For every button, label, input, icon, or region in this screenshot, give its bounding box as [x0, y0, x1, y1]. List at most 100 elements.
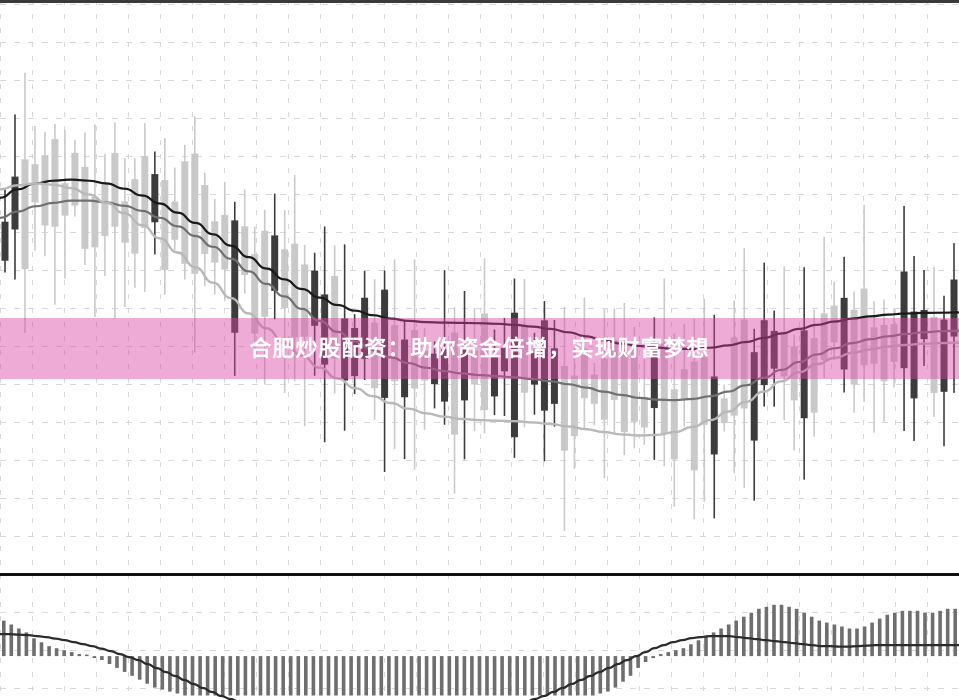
macd-histogram-bar [885, 614, 890, 657]
macd-histogram-bar [560, 656, 565, 696]
candle-body [910, 311, 918, 399]
macd-histogram-bar [809, 616, 814, 657]
macd-histogram-bar [938, 610, 942, 657]
macd-histogram-bar [772, 604, 776, 656]
macd-histogram-bar [77, 654, 82, 657]
candle-body [770, 330, 778, 369]
macd-histogram-bar [24, 632, 29, 656]
candle-body [81, 166, 89, 249]
candle-body [700, 356, 708, 425]
macd-histogram-bar [749, 612, 754, 657]
candle-body [640, 396, 648, 428]
candle-body [940, 319, 948, 392]
macd-histogram-bar [190, 656, 195, 696]
macd-histogram-bar [2, 620, 6, 657]
candle-body [480, 313, 488, 411]
macd-histogram-bar [689, 644, 693, 657]
candle-body [650, 342, 658, 409]
macd-histogram-bar [832, 624, 837, 656]
candle-body [61, 183, 69, 216]
candle-body [321, 294, 329, 365]
macd-histogram-bar [538, 656, 542, 696]
macd-histogram-bar [349, 656, 353, 696]
macd-histogram-bar [583, 656, 587, 696]
macd-histogram-bar [145, 656, 149, 684]
macd-histogram-bar [621, 656, 625, 682]
macd-histogram-bar [643, 656, 648, 662]
panel-divider-line [0, 573, 959, 576]
macd-histogram-bar [39, 642, 44, 657]
candle-body [441, 349, 449, 402]
candle-body [171, 201, 179, 240]
macd-indicator [0, 604, 959, 700]
macd-histogram-bar [893, 612, 897, 657]
macd-histogram-bar [507, 656, 512, 696]
macd-histogram-bar [455, 656, 459, 696]
top-border-bar [0, 0, 959, 3]
candle-body [540, 320, 548, 411]
macd-histogram-bar [304, 656, 308, 696]
candle-body [471, 350, 479, 385]
candle-body [780, 331, 788, 377]
candle-body [301, 264, 309, 337]
macd-histogram-bar [908, 610, 912, 657]
macd-histogram-bar [651, 656, 655, 659]
macd-histogram-bar [523, 656, 527, 696]
macd-histogram-bar [258, 656, 263, 696]
macd-histogram-bar [9, 624, 14, 656]
candle-body [840, 297, 848, 370]
macd-histogram-bar [175, 656, 180, 694]
macd-histogram-bar [575, 656, 580, 696]
candle-body [291, 243, 299, 338]
candle-body [800, 330, 808, 419]
macd-histogram-bar [115, 656, 119, 668]
macd-histogram-bar [545, 656, 550, 696]
candle-body [111, 153, 119, 227]
macd-histogram-bar [477, 656, 482, 696]
candle-body [630, 348, 638, 422]
candle-body [950, 279, 958, 337]
candle-body [401, 339, 409, 398]
macd-histogram-bar [757, 608, 761, 657]
macd-histogram-bar [734, 620, 738, 657]
candle-body [900, 271, 908, 369]
macd-histogram-bar [334, 656, 338, 696]
macd-histogram-bar [606, 656, 610, 692]
macd-histogram-bar [319, 656, 323, 696]
chart-top-border [0, 0, 959, 3]
candle-body [710, 376, 718, 455]
macd-histogram-bar [613, 656, 618, 688]
macd-histogram-bar [62, 650, 66, 657]
candle-body [11, 176, 19, 230]
macd-histogram-bar [485, 656, 489, 696]
macd-histogram-bar [122, 656, 127, 672]
candle-body [341, 318, 349, 381]
macd-histogram-bar [568, 656, 572, 696]
candle-body [201, 185, 209, 254]
macd-histogram-bar [462, 656, 467, 696]
candle-body [690, 361, 698, 471]
macd-histogram-bar [500, 656, 504, 696]
candle-body [181, 161, 189, 264]
macd-histogram-bar [726, 624, 731, 656]
macd-histogram-bar [213, 656, 217, 696]
macd-histogram-bar [817, 620, 822, 657]
ma-line-ma30 [0, 182, 959, 437]
candle-body [411, 330, 419, 389]
macd-histogram-bar [160, 656, 165, 690]
macd-histogram-bar [69, 652, 74, 656]
macd-histogram-bar [847, 628, 852, 657]
candle-body [810, 338, 818, 413]
macd-histogram-bar [17, 628, 21, 657]
macd-histogram-bar [311, 656, 316, 696]
candle-body [760, 320, 768, 386]
candle-body [930, 316, 938, 393]
macd-histogram-bar [281, 656, 285, 696]
candle-body [451, 332, 459, 435]
candle-body [820, 313, 828, 361]
candle-body [361, 297, 369, 359]
macd-histogram-bar [107, 656, 112, 664]
candle-body [101, 182, 109, 237]
candle-body [331, 276, 339, 359]
